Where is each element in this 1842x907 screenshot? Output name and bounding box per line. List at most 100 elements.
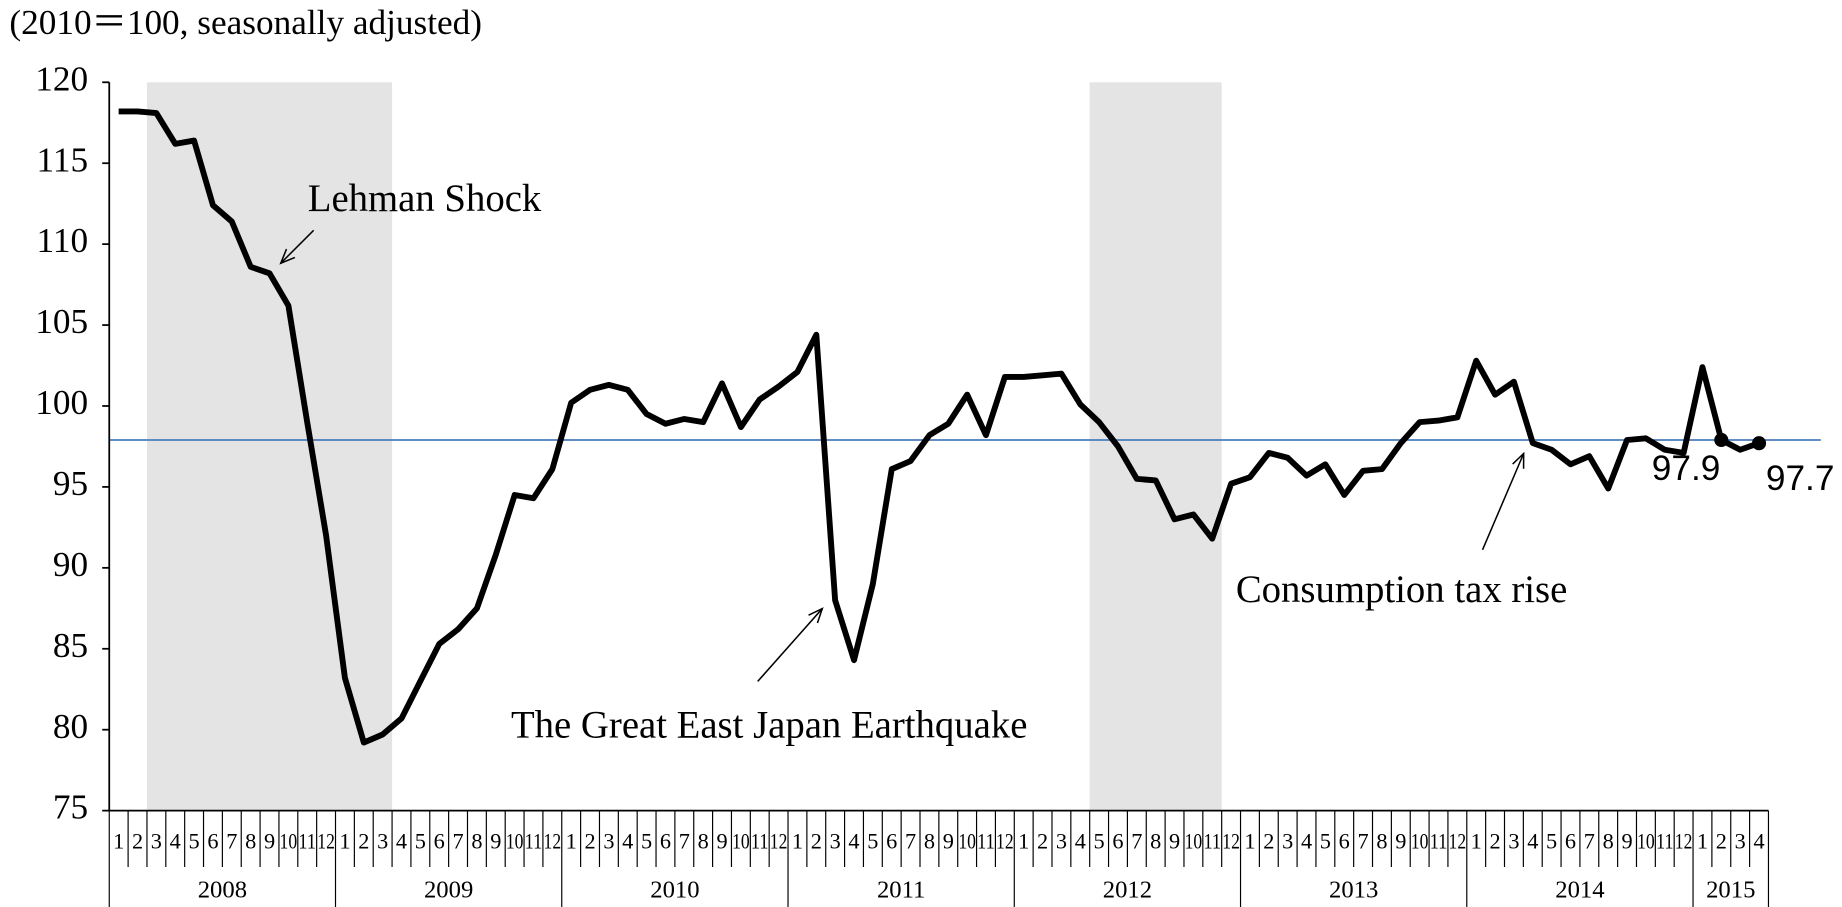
x-tick-label: 1 bbox=[1018, 829, 1029, 854]
year-label: 2012 bbox=[1103, 876, 1152, 903]
arrow-head bbox=[1512, 451, 1525, 469]
x-tick-label: 1 bbox=[792, 829, 803, 854]
x-tick-label: 6 bbox=[1339, 829, 1350, 854]
x-tick-label: 1 bbox=[566, 829, 577, 854]
x-tick-label: 12 bbox=[317, 829, 335, 854]
x-tick-label: 10 bbox=[506, 829, 524, 854]
x-tick-label: 3 bbox=[1282, 829, 1293, 854]
x-tick-label: 12 bbox=[1222, 829, 1240, 854]
x-tick-label: 12 bbox=[996, 829, 1014, 854]
x-tick-label: 6 bbox=[207, 829, 218, 854]
annotation-arrow bbox=[757, 608, 823, 682]
x-tick-label: 7 bbox=[452, 829, 463, 854]
x-tick-label: 1 bbox=[339, 829, 350, 854]
chart-title: (2010＝100, seasonally adjusted) bbox=[9, 3, 482, 42]
x-tick-label: 4 bbox=[1753, 829, 1764, 854]
x-tick-label: 10 bbox=[1637, 829, 1655, 854]
x-tick-label: 2 bbox=[1037, 829, 1048, 854]
x-tick-label: 10 bbox=[1411, 829, 1429, 854]
x-tick-label: 5 bbox=[867, 829, 878, 854]
annotation: The Great East Japan Earthquake bbox=[511, 703, 1027, 746]
x-tick-label: 3 bbox=[603, 829, 614, 854]
x-tick-label: 3 bbox=[1735, 829, 1746, 854]
x-tick-label: 1 bbox=[1697, 829, 1708, 854]
x-tick-label: 9 bbox=[264, 829, 275, 854]
x-tick-label: 12 bbox=[1449, 829, 1467, 854]
y-tick-label: 85 bbox=[53, 626, 88, 665]
x-tick-label: 4 bbox=[1527, 829, 1538, 854]
x-tick-label: 3 bbox=[377, 829, 388, 854]
x-tick-label: 5 bbox=[189, 829, 200, 854]
x-tick-label: 9 bbox=[1395, 829, 1406, 854]
x-tick-label: 7 bbox=[1358, 829, 1369, 854]
x-tick-label: 5 bbox=[415, 829, 426, 854]
x-tick-label: 2 bbox=[358, 829, 369, 854]
x-tick-label: 6 bbox=[660, 829, 671, 854]
shaded-period bbox=[1089, 82, 1222, 811]
x-tick-label: 9 bbox=[1169, 829, 1180, 854]
x-tick-label: 3 bbox=[1508, 829, 1519, 854]
x-tick-label: 11 bbox=[1203, 829, 1221, 854]
y-tick-label: 110 bbox=[37, 221, 89, 260]
value-label: 97.7 bbox=[1766, 459, 1835, 498]
x-tick-label: 6 bbox=[1112, 829, 1123, 854]
x-tick-label: 10 bbox=[1185, 829, 1203, 854]
y-tick-label: 100 bbox=[35, 383, 88, 422]
x-tick-label: 11 bbox=[1656, 829, 1674, 854]
year-label: 2010 bbox=[650, 876, 699, 903]
x-tick-label: 4 bbox=[848, 829, 859, 854]
x-tick-label: 8 bbox=[1603, 829, 1614, 854]
x-tick-label: 1 bbox=[1471, 829, 1482, 854]
annotation: Lehman Shock bbox=[308, 177, 542, 220]
x-tick-label: 2 bbox=[584, 829, 595, 854]
x-tick-label: 11 bbox=[298, 829, 316, 854]
data-line bbox=[118, 108, 1761, 746]
x-tick-label: 11 bbox=[1430, 829, 1448, 854]
x-tick-label: 4 bbox=[1301, 829, 1312, 854]
annotation: Consumption tax rise bbox=[1236, 568, 1568, 611]
year-label: 2013 bbox=[1329, 876, 1378, 903]
x-tick-label: 8 bbox=[471, 829, 482, 854]
x-tick-label: 7 bbox=[1131, 829, 1142, 854]
x-tick-label: 4 bbox=[622, 829, 633, 854]
x-tick-label: 1 bbox=[113, 829, 124, 854]
x-tick-label: 11 bbox=[751, 829, 769, 854]
x-tick-label: 12 bbox=[770, 829, 788, 854]
x-tick-label: 10 bbox=[732, 829, 750, 854]
x-tick-label: 8 bbox=[1376, 829, 1387, 854]
x-tick-label: 1 bbox=[1244, 829, 1255, 854]
x-tick-label: 9 bbox=[490, 829, 501, 854]
x-tick-label: 5 bbox=[1094, 829, 1105, 854]
x-tick-label: 8 bbox=[924, 829, 935, 854]
x-tick-label: 3 bbox=[830, 829, 841, 854]
year-label: 2009 bbox=[424, 876, 473, 903]
x-tick-label: 12 bbox=[544, 829, 562, 854]
x-tick-label: 9 bbox=[1621, 829, 1632, 854]
x-tick-label: 4 bbox=[396, 829, 407, 854]
x-tick-label: 4 bbox=[1075, 829, 1086, 854]
y-tick-label: 95 bbox=[53, 464, 88, 503]
x-tick-label: 11 bbox=[977, 829, 995, 854]
x-tick-label: 2 bbox=[811, 829, 822, 854]
x-tick-label: 2 bbox=[1489, 829, 1500, 854]
x-tick-label: 11 bbox=[525, 829, 543, 854]
point-marker bbox=[1751, 436, 1767, 451]
y-tick-label: 115 bbox=[37, 140, 89, 179]
x-tick-label: 2 bbox=[1263, 829, 1274, 854]
y-tick-label: 90 bbox=[53, 545, 88, 584]
year-label: 2008 bbox=[198, 876, 247, 903]
year-label: 2015 bbox=[1706, 876, 1755, 903]
x-tick-label: 8 bbox=[1150, 829, 1161, 854]
x-tick-label: 5 bbox=[1546, 829, 1557, 854]
year-label: 2014 bbox=[1555, 876, 1604, 903]
x-tick-label: 7 bbox=[905, 829, 916, 854]
x-tick-label: 8 bbox=[245, 829, 256, 854]
year-label: 2011 bbox=[877, 876, 925, 903]
y-tick-label: 120 bbox=[35, 59, 88, 98]
x-tick-label: 5 bbox=[641, 829, 652, 854]
x-tick-label: 8 bbox=[698, 829, 709, 854]
arrow-head bbox=[279, 248, 296, 265]
x-tick-label: 2 bbox=[132, 829, 143, 854]
x-tick-label: 12 bbox=[1675, 829, 1693, 854]
y-tick-label: 75 bbox=[53, 788, 88, 827]
